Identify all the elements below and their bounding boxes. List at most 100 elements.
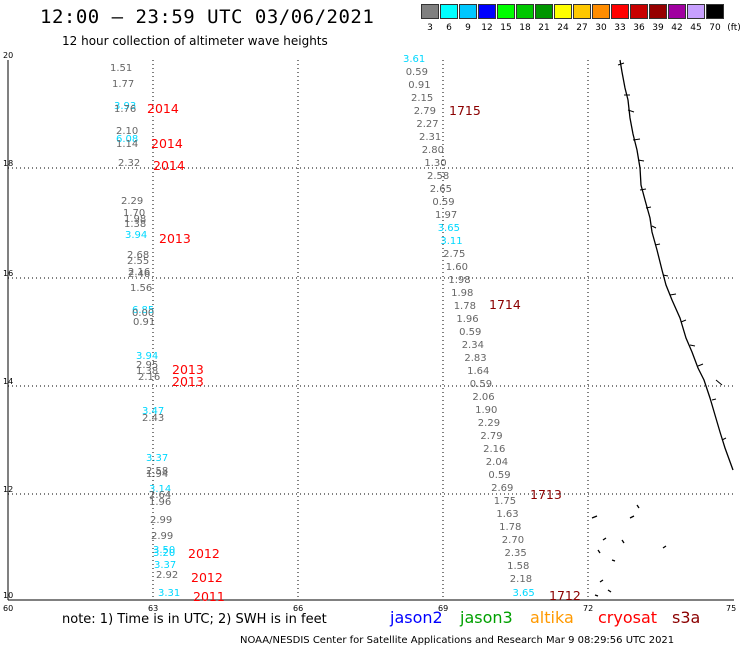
swh-value: 2.06 — [472, 392, 494, 403]
swh-value: 2.64 — [149, 490, 171, 501]
lon-label: 66 — [293, 604, 303, 613]
lat-label: 14 — [3, 377, 13, 386]
coastline — [619, 59, 734, 471]
pass-label: 2014 — [153, 158, 185, 173]
swh-value: 0.91 — [408, 80, 430, 91]
colorbar-swatch — [573, 4, 591, 19]
swh-value: 6.08 — [116, 134, 138, 145]
island — [602, 537, 607, 541]
colorbar-swatch — [687, 4, 705, 19]
colorbar-swatch — [630, 4, 648, 19]
coastline-detail — [689, 344, 696, 347]
swh-value: 0.59 — [406, 67, 428, 78]
swh-value: 1.96 — [149, 497, 171, 508]
credit-line: NOAA/NESDIS Center for Satellite Applica… — [240, 635, 675, 646]
swh-value: 2.68 — [127, 250, 149, 261]
coastline-detail — [669, 293, 677, 296]
coastline-detail — [721, 437, 727, 441]
pass-label: 2011 — [193, 589, 225, 604]
swh-value: 0.59 — [459, 327, 481, 338]
swh-value: 3.20 — [153, 548, 175, 559]
pass-label: 2013 — [172, 374, 204, 389]
swh-value: 2.58 — [427, 171, 449, 182]
island — [597, 549, 601, 554]
island — [636, 504, 640, 509]
swh-value: 3.37 — [146, 453, 168, 464]
swh-value: 2.18 — [510, 574, 532, 585]
colorbar-swatch — [535, 4, 553, 19]
swh-value: 2.95 — [136, 360, 158, 371]
swh-value: 1.78 — [454, 301, 476, 312]
pass-label: 1712 — [549, 588, 581, 603]
swh-value: 1.78 — [499, 522, 521, 533]
swh-value: 2.16 — [483, 444, 505, 455]
coastline-detail — [639, 188, 647, 191]
colorbar-label: 3 — [427, 23, 433, 33]
swh-value: 2.43 — [142, 413, 164, 424]
swh-value: 1.77 — [112, 79, 134, 90]
pass-label: 2013 — [159, 231, 191, 246]
pass-label: 2013 — [172, 362, 204, 377]
pass-label: 2012 — [188, 546, 220, 561]
lat-label: 16 — [3, 269, 13, 278]
swh-value: 1.64 — [467, 366, 489, 377]
swh-value: 2.15 — [411, 93, 433, 104]
satellite-cryosat: cryosat — [598, 608, 658, 627]
coastline-detail — [680, 319, 687, 323]
swh-value: 2.27 — [416, 119, 438, 130]
island — [611, 559, 616, 562]
swh-value: 3.31 — [158, 588, 180, 599]
lat-label: 20 — [3, 51, 13, 60]
colorbar-label: 6 — [446, 23, 452, 33]
swh-value: 1.75 — [494, 496, 516, 507]
swh-value: 2.79 — [414, 106, 436, 117]
colorbar-label: 21 — [538, 23, 550, 33]
colorbar-label: 18 — [519, 23, 531, 33]
pass-label: 2012 — [191, 570, 223, 585]
swh-value: 2.92 — [156, 570, 178, 581]
swh-value: 2.55 — [127, 256, 149, 267]
coastline-detail — [645, 206, 652, 209]
swh-value: 1.38 — [136, 366, 158, 377]
swh-value: 2.65 — [430, 184, 452, 195]
island — [594, 594, 599, 597]
coastline-detail — [711, 398, 717, 401]
swh-value: 2.80 — [422, 145, 444, 156]
swh-value: 2.29 — [121, 196, 143, 207]
swh-value: 2.99 — [151, 531, 173, 542]
swh-value: 2.83 — [464, 353, 486, 364]
colorbar-label: 33 — [614, 23, 626, 33]
swh-value: 2.46 — [128, 269, 150, 280]
colorbar-label: 12 — [481, 23, 493, 33]
swh-value: 3.65 — [438, 223, 460, 234]
swh-value: 1.98 — [451, 288, 473, 299]
lon-label: 69 — [438, 604, 448, 613]
lon-label: 75 — [726, 604, 736, 613]
colorbar-swatch — [611, 4, 629, 19]
island — [662, 545, 667, 549]
pass-label: 1714 — [489, 297, 521, 312]
swh-value: 2.34 — [462, 340, 484, 351]
lat-label: 10 — [3, 591, 13, 600]
swh-value: 3.37 — [154, 560, 176, 571]
swh-value: 3.65 — [513, 588, 535, 599]
swh-value: 1.14 — [116, 139, 138, 150]
colorbar-label: 45 — [690, 23, 702, 33]
pass-label: 2014 — [151, 136, 183, 151]
swh-value: 1.30 — [424, 158, 446, 169]
swh-value: 1.90 — [475, 405, 497, 416]
island — [599, 579, 604, 583]
swh-value: 0.59 — [488, 470, 510, 481]
colorbar-label: 30 — [595, 23, 607, 33]
satellite-jason3: jason3 — [460, 608, 513, 627]
swh-value: 2.70 — [502, 535, 524, 546]
satellite-altika: altika — [530, 608, 574, 627]
swh-value: 2.29 — [478, 418, 500, 429]
swh-value: 3.94 — [125, 230, 147, 241]
colorbar-label: 27 — [576, 23, 588, 33]
swh-value: 6.85 — [132, 305, 154, 316]
coastline-detail — [617, 62, 625, 66]
colorbar-swatch — [649, 4, 667, 19]
coastline-detail — [654, 243, 661, 246]
swh-value: 1.76 — [114, 104, 136, 115]
